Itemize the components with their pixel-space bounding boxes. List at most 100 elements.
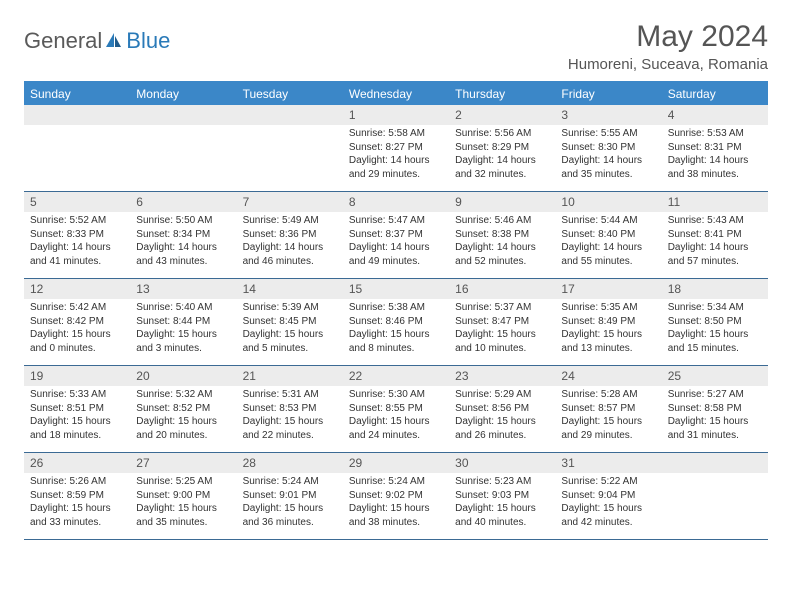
day-cell: 12Sunrise: 5:42 AMSunset: 8:42 PMDayligh… [24,279,130,365]
day-body: Sunrise: 5:28 AMSunset: 8:57 PMDaylight:… [555,386,661,446]
sunset-text: Sunset: 8:40 PM [561,228,655,242]
sunrise-text: Sunrise: 5:29 AM [455,388,549,402]
day-number: 8 [343,192,449,212]
day-number: 6 [130,192,236,212]
daylight-text: Daylight: 14 hours [668,241,762,255]
day-cell: 22Sunrise: 5:30 AMSunset: 8:55 PMDayligh… [343,366,449,452]
day-body: Sunrise: 5:38 AMSunset: 8:46 PMDaylight:… [343,299,449,359]
daylight-text: and 32 minutes. [455,168,549,182]
day-number: 1 [343,105,449,125]
sunset-text: Sunset: 8:27 PM [349,141,443,155]
daylight-text: and 8 minutes. [349,342,443,356]
sunset-text: Sunset: 8:30 PM [561,141,655,155]
sunset-text: Sunset: 8:50 PM [668,315,762,329]
day-number: 3 [555,105,661,125]
day-body: Sunrise: 5:53 AMSunset: 8:31 PMDaylight:… [662,125,768,185]
day-cell: 10Sunrise: 5:44 AMSunset: 8:40 PMDayligh… [555,192,661,278]
day-body: Sunrise: 5:52 AMSunset: 8:33 PMDaylight:… [24,212,130,272]
day-number [130,105,236,125]
sunrise-text: Sunrise: 5:42 AM [30,301,124,315]
day-number: 25 [662,366,768,386]
daylight-text: Daylight: 15 hours [349,502,443,516]
day-cell: 18Sunrise: 5:34 AMSunset: 8:50 PMDayligh… [662,279,768,365]
sunset-text: Sunset: 8:44 PM [136,315,230,329]
sunset-text: Sunset: 8:37 PM [349,228,443,242]
daylight-text: and 41 minutes. [30,255,124,269]
sunset-text: Sunset: 8:56 PM [455,402,549,416]
day-number: 19 [24,366,130,386]
daylight-text: Daylight: 15 hours [136,502,230,516]
daylight-text: Daylight: 15 hours [30,415,124,429]
sunrise-text: Sunrise: 5:53 AM [668,127,762,141]
day-body: Sunrise: 5:30 AMSunset: 8:55 PMDaylight:… [343,386,449,446]
day-cell: 9Sunrise: 5:46 AMSunset: 8:38 PMDaylight… [449,192,555,278]
daylight-text: and 31 minutes. [668,429,762,443]
sunrise-text: Sunrise: 5:58 AM [349,127,443,141]
daylight-text: Daylight: 15 hours [668,328,762,342]
day-body: Sunrise: 5:34 AMSunset: 8:50 PMDaylight:… [662,299,768,359]
day-body: Sunrise: 5:56 AMSunset: 8:29 PMDaylight:… [449,125,555,185]
sunrise-text: Sunrise: 5:32 AM [136,388,230,402]
day-body: Sunrise: 5:46 AMSunset: 8:38 PMDaylight:… [449,212,555,272]
daylight-text: Daylight: 15 hours [243,502,337,516]
day-cell [130,105,236,191]
daylight-text: Daylight: 15 hours [455,415,549,429]
sunrise-text: Sunrise: 5:34 AM [668,301,762,315]
sunset-text: Sunset: 9:04 PM [561,489,655,503]
day-cell: 30Sunrise: 5:23 AMSunset: 9:03 PMDayligh… [449,453,555,539]
daylight-text: and 43 minutes. [136,255,230,269]
day-number: 28 [237,453,343,473]
day-number: 21 [237,366,343,386]
sunrise-text: Sunrise: 5:40 AM [136,301,230,315]
day-cell: 19Sunrise: 5:33 AMSunset: 8:51 PMDayligh… [24,366,130,452]
day-cell: 15Sunrise: 5:38 AMSunset: 8:46 PMDayligh… [343,279,449,365]
day-header-sat: Saturday [662,83,768,105]
day-number: 30 [449,453,555,473]
calendar-page: General Blue May 2024 Humoreni, Suceava,… [0,0,792,560]
day-number: 27 [130,453,236,473]
day-cell: 14Sunrise: 5:39 AMSunset: 8:45 PMDayligh… [237,279,343,365]
day-number: 11 [662,192,768,212]
daylight-text: Daylight: 14 hours [668,154,762,168]
day-number: 2 [449,105,555,125]
sail-icon [104,31,124,51]
sunset-text: Sunset: 8:55 PM [349,402,443,416]
daylight-text: Daylight: 15 hours [561,328,655,342]
daylight-text: and 3 minutes. [136,342,230,356]
title-block: May 2024 Humoreni, Suceava, Romania [568,20,768,73]
day-number: 24 [555,366,661,386]
sunset-text: Sunset: 8:53 PM [243,402,337,416]
daylight-text: and 57 minutes. [668,255,762,269]
daylight-text: Daylight: 15 hours [349,328,443,342]
header: General Blue May 2024 Humoreni, Suceava,… [24,20,768,73]
day-number: 26 [24,453,130,473]
day-body: Sunrise: 5:42 AMSunset: 8:42 PMDaylight:… [24,299,130,359]
week-row: 26Sunrise: 5:26 AMSunset: 8:59 PMDayligh… [24,453,768,540]
daylight-text: and 18 minutes. [30,429,124,443]
daylight-text: Daylight: 15 hours [243,415,337,429]
day-number: 22 [343,366,449,386]
sunset-text: Sunset: 9:00 PM [136,489,230,503]
daylight-text: and 24 minutes. [349,429,443,443]
day-number: 16 [449,279,555,299]
day-number: 12 [24,279,130,299]
daylight-text: Daylight: 15 hours [30,502,124,516]
day-cell [24,105,130,191]
daylight-text: Daylight: 14 hours [349,154,443,168]
day-number [237,105,343,125]
sunset-text: Sunset: 8:47 PM [455,315,549,329]
day-number: 20 [130,366,236,386]
day-body: Sunrise: 5:35 AMSunset: 8:49 PMDaylight:… [555,299,661,359]
daylight-text: and 38 minutes. [668,168,762,182]
day-cell: 27Sunrise: 5:25 AMSunset: 9:00 PMDayligh… [130,453,236,539]
day-number: 5 [24,192,130,212]
sunrise-text: Sunrise: 5:24 AM [243,475,337,489]
daylight-text: and 29 minutes. [561,429,655,443]
sunset-text: Sunset: 8:38 PM [455,228,549,242]
daylight-text: and 52 minutes. [455,255,549,269]
sunset-text: Sunset: 8:52 PM [136,402,230,416]
daylight-text: Daylight: 14 hours [349,241,443,255]
calendar: Sunday Monday Tuesday Wednesday Thursday… [24,81,768,540]
sunset-text: Sunset: 9:03 PM [455,489,549,503]
day-number: 18 [662,279,768,299]
